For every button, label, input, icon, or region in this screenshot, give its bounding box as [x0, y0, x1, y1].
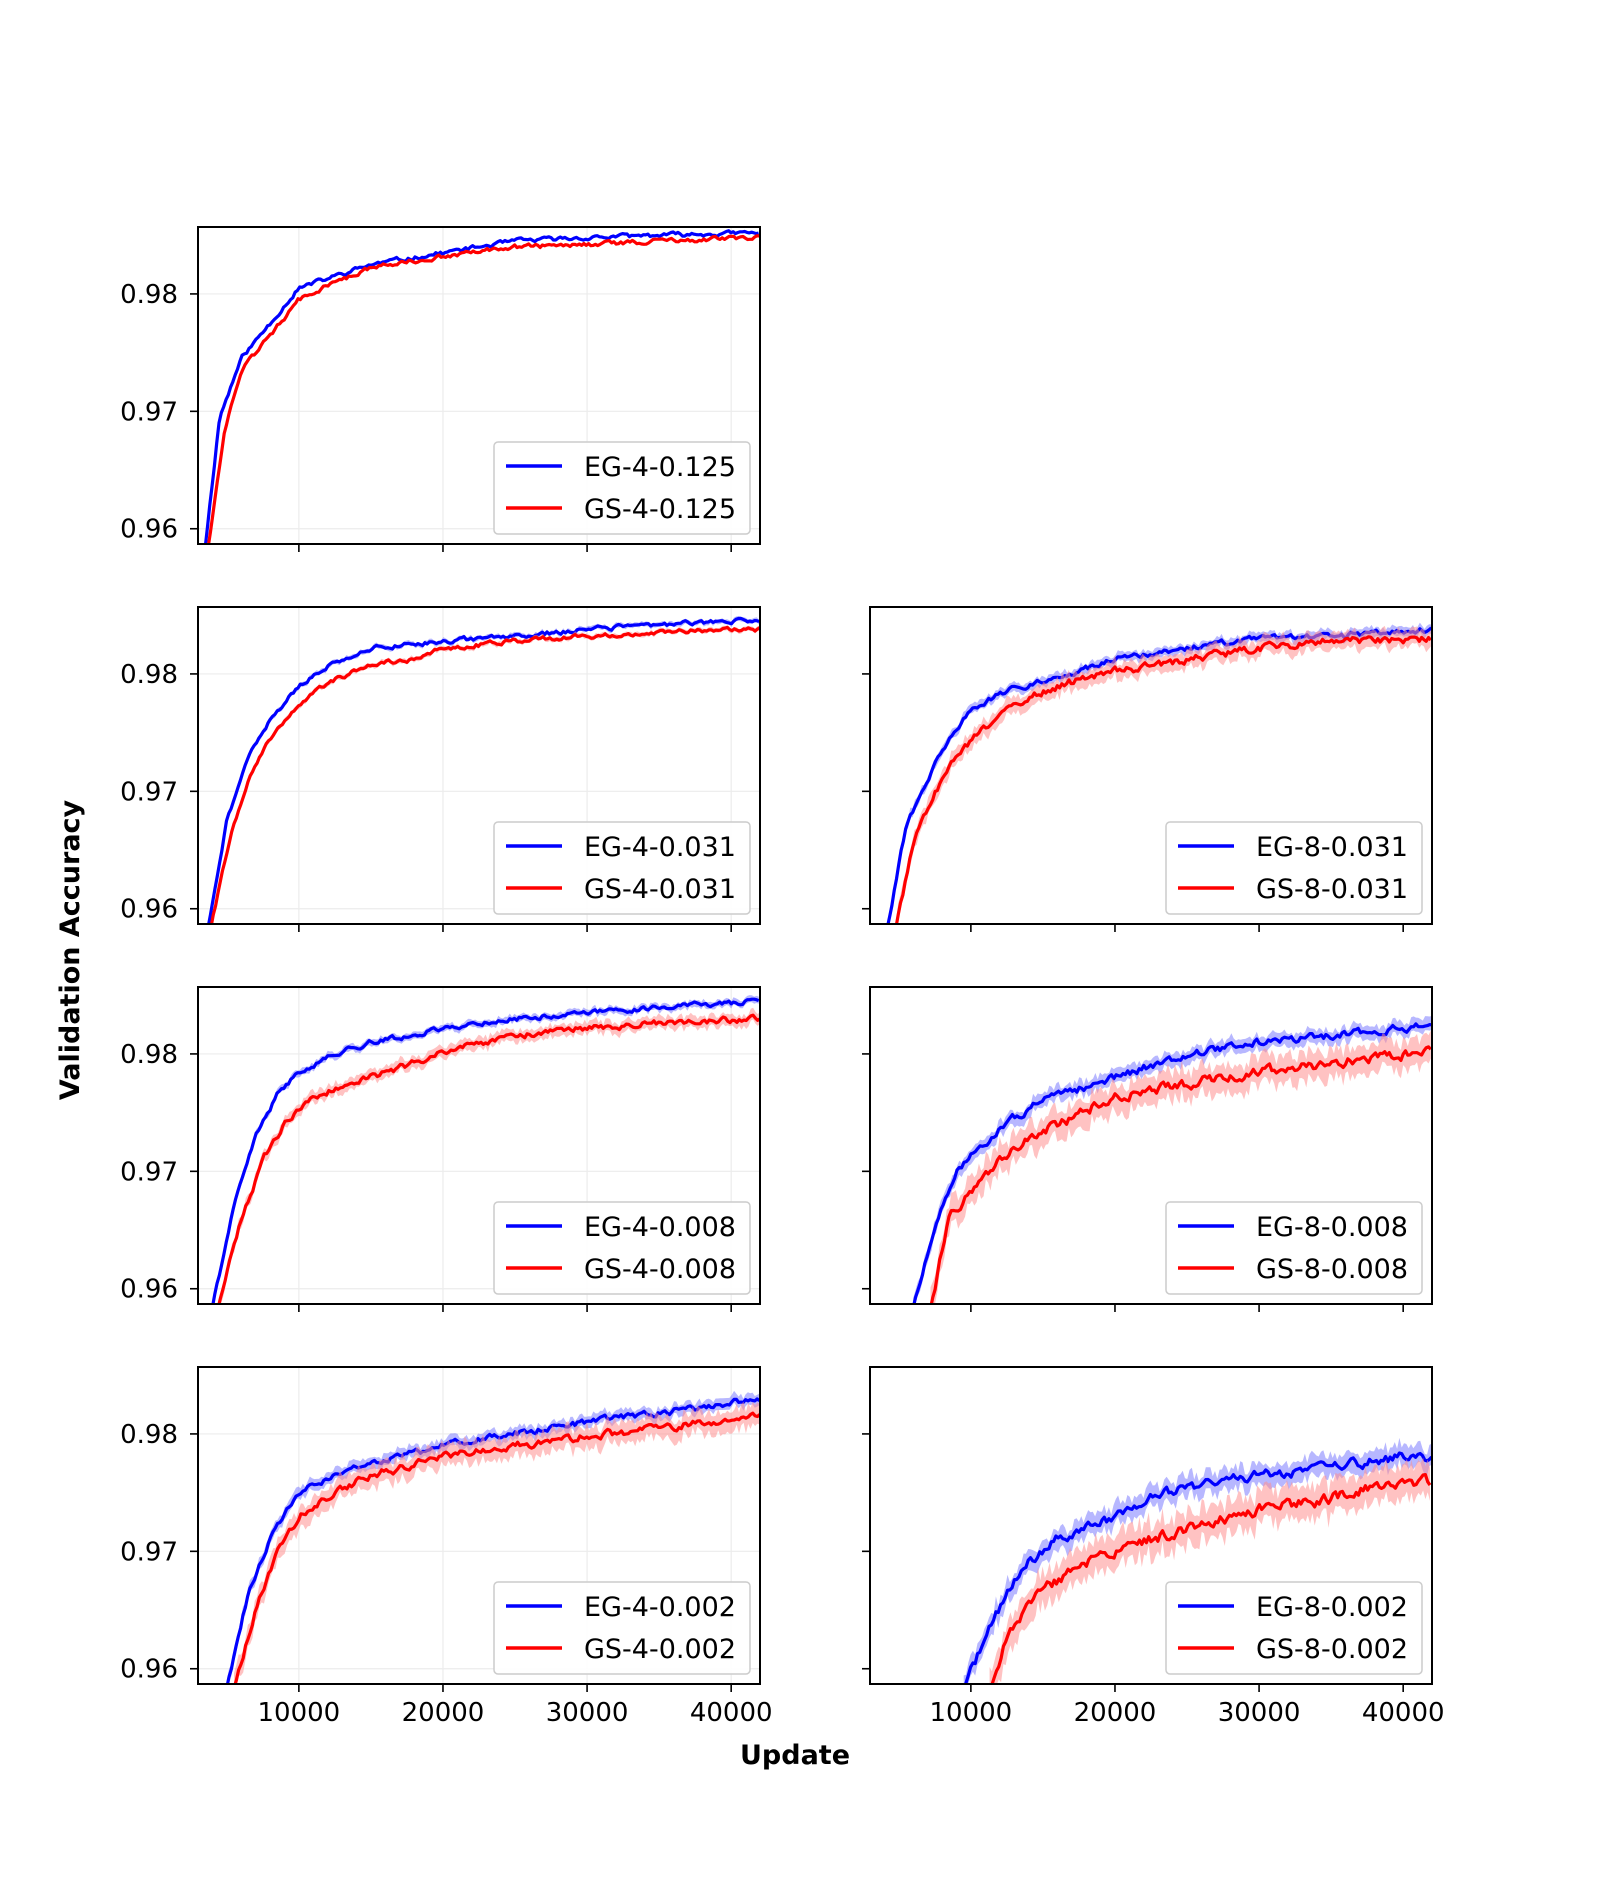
y-tick-label: 0.97 — [120, 1537, 178, 1567]
series-line-GS-8-0.031 — [894, 635, 1432, 924]
confidence-band-EG-4-0.002 — [226, 1390, 760, 1684]
series-line-GS-4-0.125 — [206, 234, 760, 544]
subplot-grid: 0.96 0.97 0.98 EG-4-0.125 GS-4-0.125 0.96 0.97… — [120, 226, 1445, 1728]
plot-frame — [869, 606, 1433, 925]
series-line-GS-8-0.002 — [990, 1473, 1432, 1684]
subplot-eg4-0008: 0.96 0.97 0.98 EG-4-0.008 GS-4-0.008 — [120, 986, 761, 1312]
legend-label: GS-8-0.002 — [1256, 1634, 1408, 1665]
series-layer — [963, 1437, 1432, 1684]
y-tick-label: 0.96 — [120, 1655, 178, 1685]
x-tick-label: 10000 — [930, 1698, 1013, 1728]
series-layer — [225, 1390, 760, 1684]
legend-label: EG-8-0.008 — [1256, 1212, 1408, 1243]
plot-frame — [869, 1366, 1433, 1685]
x-tick-label: 40000 — [1362, 1698, 1445, 1728]
subplot-eg4-0002: 10000 20000 30000 40000 0.96 0.97 0.98 EG-4-0.0… — [120, 1366, 773, 1728]
confidence-band-GS-4-0.002 — [234, 1401, 760, 1684]
legend-label: GS-8-0.008 — [1256, 1254, 1408, 1285]
legend-label: EG-4-0.125 — [584, 452, 736, 483]
subplot-eg8-0002: 10000 20000 30000 40000 EG-8-0.002 GS-8-0.002 — [862, 1366, 1445, 1728]
legend-label: GS-4-0.125 — [584, 494, 736, 525]
series-line-EG-8-0.002 — [963, 1451, 1432, 1684]
legend-label: EG-8-0.031 — [1256, 832, 1408, 863]
subplot-eg8-0008: EG-8-0.008 GS-8-0.008 — [862, 986, 1433, 1312]
legend-label: GS-4-0.031 — [584, 874, 736, 905]
confidence-band-GS-8-0.008 — [930, 1030, 1431, 1304]
y-tick-label: 0.98 — [120, 280, 178, 310]
subplot-eg8-0031: EG-8-0.031 GS-8-0.031 — [862, 606, 1433, 932]
plot-frame — [197, 1366, 761, 1685]
legend-label: GS-8-0.031 — [1256, 874, 1408, 905]
y-axis-title: Validation Accuracy — [55, 799, 86, 1100]
x-tick-label: 40000 — [690, 1698, 773, 1728]
x-tick-label: 30000 — [546, 1698, 629, 1728]
legend-label: GS-4-0.002 — [584, 1634, 736, 1665]
series-line-EG-4-0.031 — [207, 616, 760, 924]
series-line-EG-8-0.008 — [912, 1022, 1432, 1304]
confidence-band-GS-8-0.002 — [989, 1457, 1430, 1684]
x-axis-title: Update — [740, 1740, 850, 1771]
legend-label: EG-8-0.002 — [1256, 1592, 1408, 1623]
y-tick-label: 0.98 — [120, 1040, 178, 1070]
series-layer — [203, 229, 760, 544]
legend-label: EG-4-0.002 — [584, 1592, 736, 1623]
series-layer — [912, 1015, 1432, 1304]
series-layer — [211, 995, 760, 1304]
legend-label: GS-4-0.008 — [584, 1254, 736, 1285]
y-tick-label: 0.98 — [120, 1420, 178, 1450]
series-line-GS-4-0.008 — [217, 1013, 760, 1304]
series-line-GS-4-0.002 — [233, 1411, 760, 1684]
x-tick-label: 20000 — [1074, 1698, 1157, 1728]
legend-label: EG-4-0.031 — [584, 832, 736, 863]
series-line-EG-4-0.008 — [211, 997, 760, 1304]
y-tick-label: 0.97 — [120, 397, 178, 427]
series-line-GS-4-0.031 — [209, 625, 760, 924]
plot-frame — [197, 606, 761, 925]
plot-frame — [197, 986, 761, 1305]
subplot-eg4-0031: 0.96 0.97 0.98 EG-4-0.031 GS-4-0.031 — [120, 606, 761, 932]
series-line-EG-4-0.125 — [203, 229, 760, 544]
plot-frame — [869, 986, 1433, 1305]
legend-label: EG-4-0.008 — [584, 1212, 736, 1243]
series-layer — [886, 622, 1432, 924]
confidence-band-GS-4-0.008 — [218, 1007, 760, 1304]
y-tick-label: 0.97 — [120, 777, 178, 807]
subplot-eg4-0125: 0.96 0.97 0.98 EG-4-0.125 GS-4-0.125 — [120, 226, 761, 552]
series-layer — [207, 616, 760, 924]
x-tick-label: 10000 — [258, 1698, 341, 1728]
series-line-GS-8-0.008 — [929, 1045, 1432, 1304]
y-tick-label: 0.97 — [120, 1157, 178, 1187]
y-tick-label: 0.98 — [120, 660, 178, 690]
y-tick-label: 0.96 — [120, 1275, 178, 1305]
series-line-EG-4-0.002 — [225, 1397, 760, 1684]
y-tick-label: 0.96 — [120, 515, 178, 545]
x-tick-label: 30000 — [1218, 1698, 1301, 1728]
y-tick-label: 0.96 — [120, 895, 178, 925]
plot-frame — [197, 226, 761, 545]
x-tick-label: 20000 — [402, 1698, 485, 1728]
